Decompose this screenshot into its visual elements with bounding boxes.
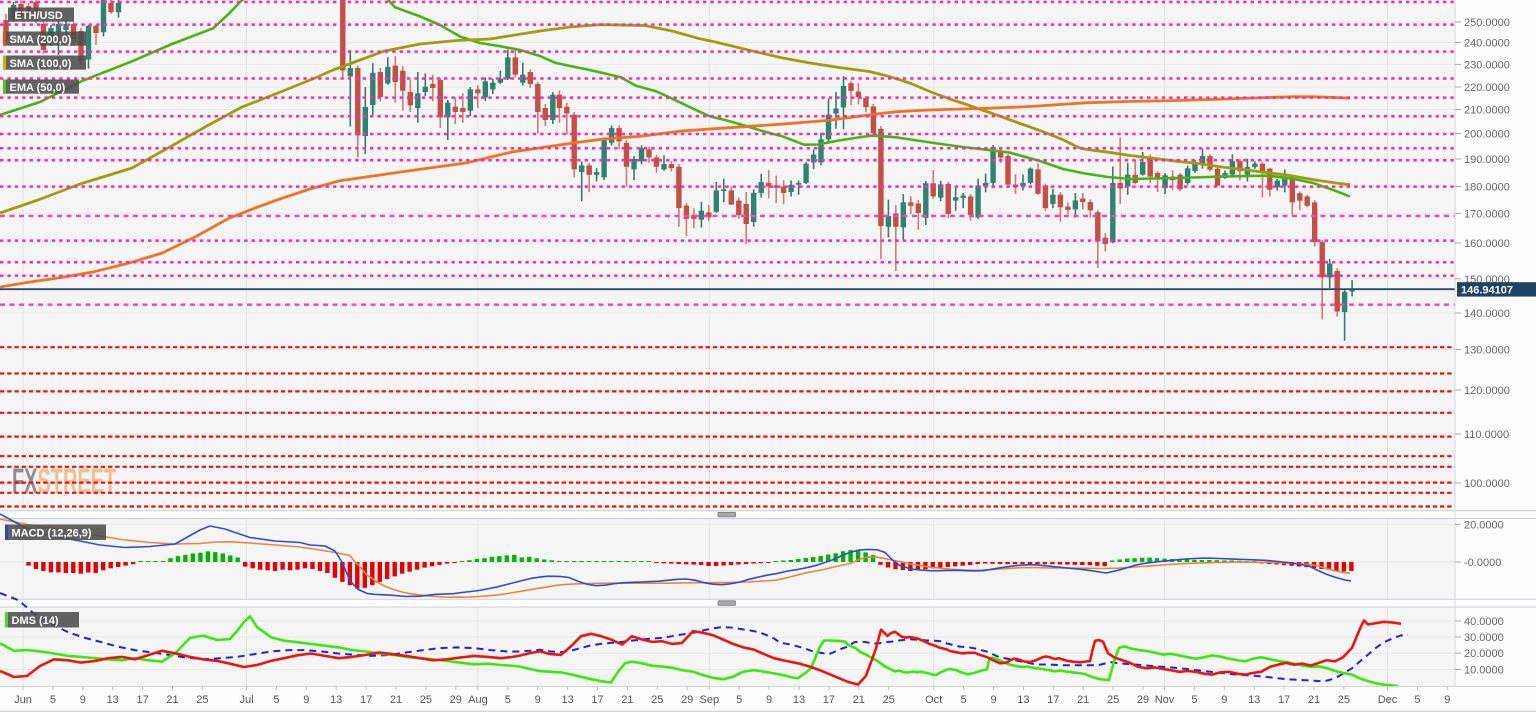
svg-text:210.0000: 210.0000 (1464, 105, 1510, 117)
svg-text:5: 5 (1414, 694, 1420, 706)
svg-text:25: 25 (1107, 694, 1119, 706)
svg-text:29: 29 (1137, 694, 1149, 706)
svg-text:SMA (100,0): SMA (100,0) (10, 58, 72, 70)
svg-text:29: 29 (681, 694, 693, 706)
svg-text:13: 13 (107, 694, 119, 706)
svg-text:120.0000: 120.0000 (1464, 385, 1510, 397)
svg-text:9: 9 (535, 694, 541, 706)
svg-text:5: 5 (505, 694, 511, 706)
svg-text:13: 13 (330, 694, 342, 706)
svg-text:13: 13 (1248, 694, 1260, 706)
svg-text:25: 25 (420, 694, 432, 706)
svg-text:17: 17 (360, 694, 372, 706)
svg-text:20.0000: 20.0000 (1464, 519, 1504, 531)
svg-text:Nov: Nov (1155, 694, 1175, 706)
svg-text:Jun: Jun (14, 694, 32, 706)
svg-text:21: 21 (166, 694, 178, 706)
svg-text:Dec: Dec (1378, 694, 1398, 706)
svg-text:25: 25 (1338, 694, 1350, 706)
svg-text:100.0000: 100.0000 (1464, 478, 1510, 490)
svg-text:25: 25 (883, 694, 895, 706)
svg-text:250.0000: 250.0000 (1464, 17, 1510, 29)
svg-text:10.0000: 10.0000 (1464, 664, 1504, 676)
svg-text:240.0000: 240.0000 (1464, 37, 1510, 49)
svg-text:17: 17 (1278, 694, 1290, 706)
svg-text:-0.0000: -0.0000 (1464, 557, 1501, 569)
svg-text:5: 5 (1191, 694, 1197, 706)
svg-text:9: 9 (990, 694, 996, 706)
svg-text:21: 21 (1077, 694, 1089, 706)
svg-text:160.0000: 160.0000 (1464, 238, 1510, 250)
svg-text:21: 21 (390, 694, 402, 706)
svg-text:SMA (200,0): SMA (200,0) (10, 34, 72, 46)
svg-text:DMS (14): DMS (14) (12, 615, 59, 627)
svg-text:Jul: Jul (239, 694, 253, 706)
svg-text:5: 5 (961, 694, 967, 706)
svg-text:9: 9 (1221, 694, 1227, 706)
svg-text:Oct: Oct (925, 694, 942, 706)
svg-text:25: 25 (196, 694, 208, 706)
svg-text:170.0000: 170.0000 (1464, 209, 1510, 221)
svg-text:ETH/USD: ETH/USD (15, 10, 63, 22)
svg-text:5: 5 (736, 694, 742, 706)
svg-text:17: 17 (823, 694, 835, 706)
svg-text:Aug: Aug (468, 694, 488, 706)
svg-text:Sep: Sep (700, 694, 720, 706)
svg-text:21: 21 (621, 694, 633, 706)
svg-text:110.0000: 110.0000 (1464, 429, 1509, 441)
svg-text:MACD (12,26,9): MACD (12,26,9) (12, 527, 92, 539)
svg-text:140.0000: 140.0000 (1464, 308, 1510, 320)
svg-text:21: 21 (1308, 694, 1320, 706)
svg-text:17: 17 (136, 694, 148, 706)
svg-text:5: 5 (273, 694, 279, 706)
svg-text:25: 25 (651, 694, 663, 706)
svg-text:17: 17 (591, 694, 603, 706)
svg-text:21: 21 (853, 694, 865, 706)
svg-text:9: 9 (80, 694, 86, 706)
svg-text:17: 17 (1047, 694, 1059, 706)
svg-text:230.0000: 230.0000 (1464, 59, 1510, 71)
svg-text:20.0000: 20.0000 (1464, 648, 1504, 660)
svg-text:9: 9 (1444, 694, 1450, 706)
svg-text:30.0000: 30.0000 (1464, 632, 1504, 644)
svg-text:220.0000: 220.0000 (1464, 82, 1510, 94)
svg-text:13: 13 (793, 694, 805, 706)
svg-text:13: 13 (1017, 694, 1029, 706)
svg-text:29: 29 (450, 694, 462, 706)
svg-text:40.0000: 40.0000 (1464, 616, 1504, 628)
svg-text:190.0000: 190.0000 (1464, 154, 1510, 166)
svg-text:9: 9 (303, 694, 309, 706)
svg-text:13: 13 (561, 694, 573, 706)
svg-text:EMA (50,0): EMA (50,0) (10, 82, 66, 94)
svg-text:180.0000: 180.0000 (1464, 182, 1510, 194)
svg-text:5: 5 (50, 694, 56, 706)
svg-text:130.0000: 130.0000 (1464, 345, 1510, 357)
svg-text:146.94107: 146.94107 (1461, 285, 1513, 297)
svg-text:200.0000: 200.0000 (1464, 129, 1510, 141)
svg-text:9: 9 (766, 694, 772, 706)
